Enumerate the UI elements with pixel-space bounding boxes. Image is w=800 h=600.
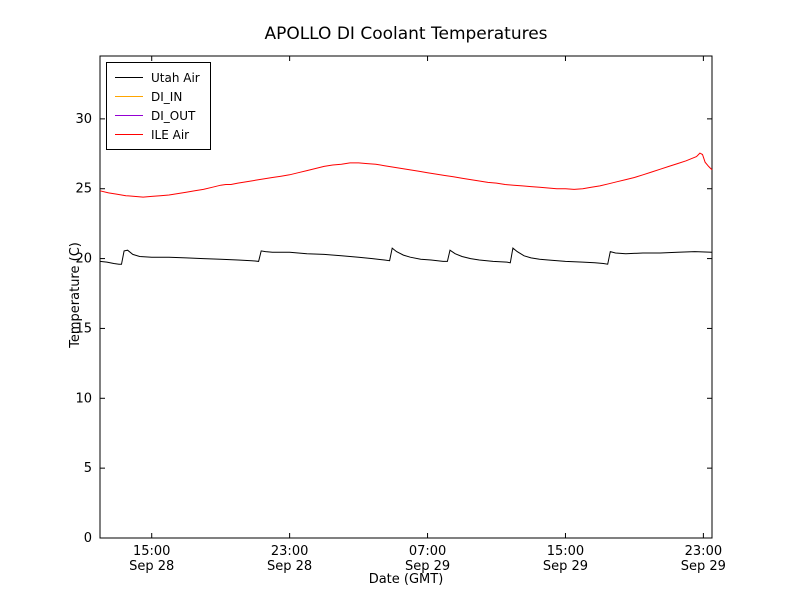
- legend-line-swatch: [115, 115, 143, 116]
- legend-label: DI_OUT: [151, 108, 196, 123]
- x-tick-label-time: 23:00: [685, 544, 722, 559]
- x-axis-label: Date (GMT): [368, 572, 444, 587]
- y-tick-label: 30: [75, 112, 92, 127]
- series-line-utah-air: [99, 247, 713, 265]
- y-tick-label: 20: [75, 252, 92, 267]
- chart-title: APOLLO DI Coolant Temperatures: [264, 24, 548, 44]
- legend-line-swatch: [115, 134, 143, 135]
- x-tick-label-date: Sep 29: [405, 559, 450, 574]
- x-tick-label-date: Sep 28: [129, 559, 174, 574]
- series-line-ile-air: [99, 152, 713, 198]
- y-tick-label: 0: [84, 531, 92, 546]
- legend-label: Utah Air: [151, 70, 200, 85]
- x-tick-label-date: Sep 29: [681, 559, 726, 574]
- legend-label: DI_IN: [151, 89, 183, 104]
- legend-line-swatch: [115, 96, 143, 97]
- axes-frame: [99, 55, 713, 539]
- x-tick-label-time: 07:00: [409, 544, 446, 559]
- x-tick-label-time: 15:00: [133, 544, 170, 559]
- y-tick-label: 25: [75, 182, 92, 197]
- legend-item-di-in: DI_IN: [115, 87, 200, 106]
- legend-item-di-out: DI_OUT: [115, 106, 200, 125]
- legend-line-swatch: [115, 77, 143, 78]
- legend-item-utah-air: Utah Air: [115, 68, 200, 87]
- y-tick-label: 10: [75, 391, 92, 406]
- legend-item-ile-air: ILE Air: [115, 125, 200, 144]
- x-tick-label-date: Sep 28: [267, 559, 312, 574]
- x-tick-label-time: 23:00: [271, 544, 308, 559]
- legend-label: ILE Air: [151, 127, 190, 142]
- x-tick-label-date: Sep 29: [543, 559, 588, 574]
- y-tick-label: 5: [84, 461, 92, 476]
- x-tick-label-time: 15:00: [547, 544, 584, 559]
- legend: Utah Air DI_IN DI_OUT ILE Air: [106, 62, 211, 150]
- y-tick-label: 15: [75, 321, 92, 336]
